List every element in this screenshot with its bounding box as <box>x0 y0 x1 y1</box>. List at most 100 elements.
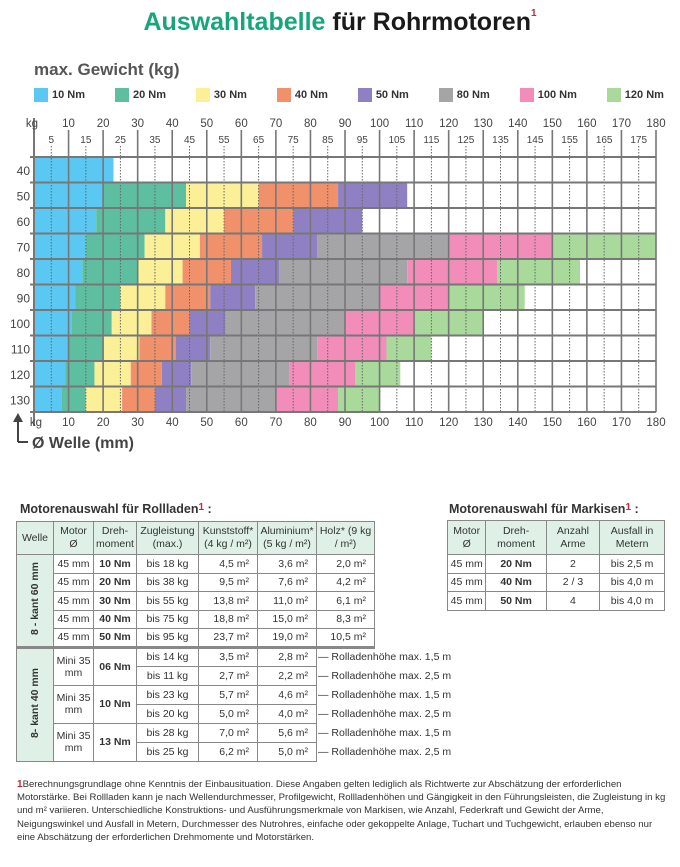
bar-segment <box>279 259 408 285</box>
table-cell: 2,0 m² <box>316 554 375 574</box>
minor-tick-label: 105 <box>388 135 405 146</box>
major-tick-label-bottom: 20 <box>97 417 110 429</box>
column-header: Holz* (9 kg / m²) <box>316 521 375 555</box>
table-cell: bis 18 kg <box>136 554 199 574</box>
arrow-up-icon <box>13 413 23 422</box>
header-row: Motor Ø Dreh- moment Anzahl Arme Ausfall in… <box>446 520 665 555</box>
table-cell: 6,1 m² <box>316 591 375 611</box>
major-tick-label-bottom: 70 <box>269 417 282 429</box>
legend-swatch <box>195 88 210 102</box>
markisen-title-text: Motorenauswahl für Markisen <box>449 502 626 516</box>
row-label: 130 <box>10 393 30 407</box>
table-cell: bis 11 kg <box>136 665 199 686</box>
major-tick-label-top: 110 <box>405 118 423 130</box>
bar-segment <box>85 233 145 259</box>
bar-segment <box>258 182 339 208</box>
table-row: 8 - kant 60 mm 45 mm 10 Nm bis 18 kg 4,5 m² 3… <box>16 554 375 648</box>
minor-tick-label: 65 <box>253 135 265 146</box>
bar-segment <box>448 284 525 310</box>
bar-segment <box>338 182 408 208</box>
bar-segment <box>210 335 318 361</box>
shaft-group-label: 8 - kant 60 mm <box>16 554 54 648</box>
bar-segment <box>34 259 83 285</box>
bar-segment <box>186 182 259 208</box>
row-label: 120 <box>10 368 30 382</box>
row-label: 70 <box>17 240 31 254</box>
major-tick-label-top: 80 <box>304 118 317 130</box>
bar-segment <box>161 361 192 387</box>
legend-swatch <box>357 88 372 102</box>
major-tick-label-bottom: 10 <box>62 417 75 429</box>
major-tick-label-bottom: 170 <box>612 417 631 429</box>
footnote-mark: 1 <box>531 8 537 19</box>
bar-segment <box>34 157 114 183</box>
table-cell: bis 95 kg <box>136 628 199 648</box>
bar-segment <box>151 310 190 336</box>
table-cell: 45 mm <box>53 609 94 629</box>
bar-segment <box>224 208 294 234</box>
table-cell: bis 4,0 m <box>599 591 665 611</box>
table-cell: 40 Nm <box>93 609 137 629</box>
row-label: 90 <box>17 291 31 305</box>
table-row: Mini 35 mm 10 Nm bis 23 kg 5,7 m² 4,6 m² — Ro… <box>17 684 451 724</box>
column-header: Motor Ø <box>53 521 94 555</box>
table-cell: bis 28 kg <box>136 722 199 743</box>
major-tick-label-top: 160 <box>577 118 596 130</box>
bar-segment <box>103 182 187 208</box>
table-cell: 3,5 m² <box>198 646 258 667</box>
legend-item: 120 Nm <box>606 88 664 102</box>
bar-segment <box>407 259 498 285</box>
major-tick-label-top: 10 <box>62 118 75 130</box>
bar-segment <box>130 361 162 387</box>
table-cell: 4,6 m² <box>257 684 317 705</box>
minor-tick-label: 125 <box>458 135 475 146</box>
minor-tick-label: 115 <box>423 135 439 146</box>
table-cell: 10 Nm <box>93 554 137 574</box>
bar-segment <box>139 335 176 361</box>
bar-segment <box>317 233 449 259</box>
minor-tick-label: 155 <box>561 135 578 146</box>
bar-segment <box>230 259 280 285</box>
major-tick-label-top: 30 <box>131 118 144 130</box>
bar-segment <box>94 361 131 387</box>
motor-cell: Mini 35 mm <box>53 684 94 724</box>
minor-tick-label: 175 <box>630 135 647 146</box>
minor-tick-label: 35 <box>149 135 161 146</box>
footnote-mark: 1 <box>198 502 205 513</box>
major-tick-label-top: 60 <box>235 118 248 130</box>
legend-label: 20 Nm <box>132 89 166 101</box>
bar-segment <box>199 233 263 259</box>
table-cell: 19,0 m² <box>257 628 317 648</box>
bar-segment <box>275 386 339 412</box>
legend-item: 30 Nm <box>195 88 247 102</box>
bar-segment <box>262 233 318 259</box>
legend-item: 100 Nm <box>519 88 577 102</box>
row-label: 40 <box>17 164 31 178</box>
row-label: 80 <box>17 266 31 280</box>
major-tick-label-top: 40 <box>166 118 179 130</box>
major-tick-label-top: 50 <box>200 118 213 130</box>
major-tick-label-bottom: 90 <box>339 417 352 429</box>
bar-segment <box>111 310 152 336</box>
height-note: — Rolladenhöhe max. 1,5 m <box>318 651 452 664</box>
legend-item: 50 Nm <box>357 88 409 102</box>
table-row: 45 mm 50 Nm bis 95 kg 23,7 m² 19,0 m² 10,5 m² <box>17 628 375 648</box>
major-tick-label-bottom: 40 <box>166 417 179 429</box>
major-tick-label-top: 20 <box>97 118 110 130</box>
column-header: Aluminium* (5 kg / m²) <box>257 521 317 555</box>
table-cell: 45 mm <box>446 591 487 611</box>
major-tick-label-top: 120 <box>439 118 458 130</box>
y-axis-label: Ø Welle (mm) <box>32 435 134 452</box>
legend-label: 40 Nm <box>294 89 328 101</box>
legend-item: 80 Nm <box>438 88 490 102</box>
page-title: Auswahltabelle für Rohrmotoren1 <box>0 8 680 37</box>
table-cell: 30 Nm <box>93 591 137 611</box>
major-tick-label-top: 130 <box>474 118 493 130</box>
height-note: — Rolladenhöhe max. 2,5 m <box>318 707 452 720</box>
markisen-title: Motorenauswahl für Markisen1 : <box>449 502 639 516</box>
table-cell: 2,7 m² <box>198 665 258 686</box>
table-cell: 4,2 m² <box>316 572 375 592</box>
table-cell: 50 Nm <box>93 628 137 648</box>
minor-tick-label: 85 <box>322 135 334 146</box>
major-tick-label-top: 90 <box>339 118 352 130</box>
